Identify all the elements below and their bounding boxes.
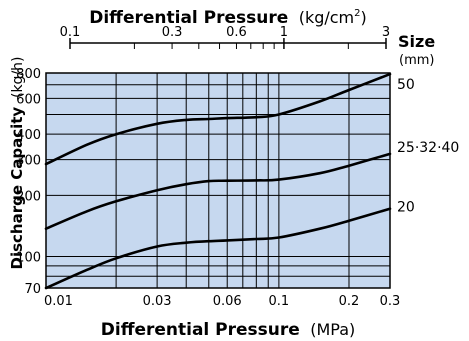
top-tick-label: 1 — [280, 25, 288, 40]
y-axis-title: Discharge Capacity (kg/h) — [8, 56, 26, 269]
series-label-1: 50 — [397, 77, 415, 93]
top-axis-title: Differential Pressure (kg/cm2) — [89, 8, 367, 28]
y-tick-label: 200 — [16, 189, 41, 204]
plot-frame — [45, 72, 391, 289]
size-label: Size — [398, 32, 435, 51]
x-tick-label: 0.3 — [380, 294, 401, 309]
y-tick-label: 400 — [16, 128, 41, 143]
x-axis-title: Differential Pressure (MPa) — [101, 320, 356, 340]
x-tick-label: 0.03 — [143, 294, 172, 309]
top-tick-label: 3 — [382, 25, 390, 40]
series-lines — [44, 72, 392, 290]
top-tick-label: 0.6 — [226, 25, 247, 40]
plot-border — [45, 72, 391, 289]
series-line-1 — [44, 72, 392, 166]
y-tick-label: 70 — [24, 282, 41, 297]
y-tick-label: 600 — [16, 92, 41, 107]
series-label-2: 25·32·40 — [397, 140, 459, 156]
series-label-3: 20 — [397, 200, 415, 216]
y-tick-label: 100 — [16, 251, 41, 266]
y-tick-label: 800 — [16, 67, 41, 82]
top-tick-label: 0.1 — [60, 25, 81, 40]
y-tick-label: 300 — [16, 154, 41, 169]
top-tick-label: 0.3 — [162, 25, 183, 40]
top-axis: 0.1 0.3 0.6 1 3 — [60, 25, 390, 49]
x-tick-label: 0.01 — [44, 294, 73, 309]
series-labels: 50 25·32·40 20 — [397, 77, 459, 216]
tick-labels: 0.01 0.03 0.06 0.1 0.2 0.3 70 100 200 300 400 600 80… — [16, 67, 400, 309]
series-line-3 — [44, 207, 392, 290]
size-unit: (mm) — [399, 53, 434, 68]
x-tick-label: 0.1 — [269, 294, 290, 309]
series-line-2 — [44, 152, 392, 230]
x-tick-label: 0.06 — [213, 294, 242, 309]
x-tick-label: 0.2 — [339, 294, 360, 309]
